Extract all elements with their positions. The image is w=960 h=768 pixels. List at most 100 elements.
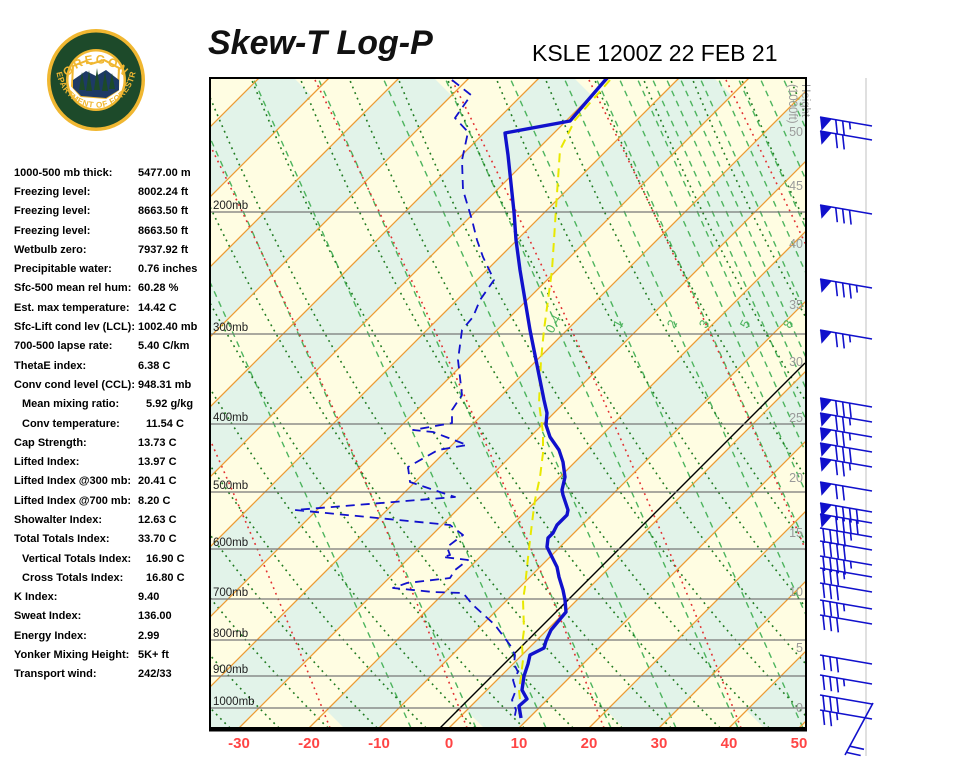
stat-row: 1000-500 mb thick: 5477.00 m: [14, 163, 210, 182]
stat-value: 7937.92 ft: [138, 243, 189, 256]
stat-value: 5.40 C/km: [138, 340, 190, 353]
wind-barb: [819, 481, 873, 501]
stat-value: 8663.50 ft: [138, 205, 189, 218]
wind-barb: [819, 412, 873, 432]
pressure-label: 400mb: [213, 412, 248, 424]
stat-label: Mean mixing ratio:: [22, 398, 120, 411]
stat-label: 700-500 lapse rate:: [14, 340, 113, 353]
wind-barb: [819, 457, 873, 477]
stat-label: Conv cond level (CCL):: [14, 378, 136, 391]
wind-barb: [819, 116, 873, 136]
stat-label: Showalter Index:: [14, 513, 103, 526]
stat-label: Cap Strength:: [14, 436, 87, 449]
stat-label: Freezing level:: [14, 185, 91, 198]
wind-barb: [819, 278, 873, 299]
stat-value: 6.38 C: [138, 359, 171, 372]
stat-label: Est. max temperature:: [14, 301, 130, 314]
wind-barb: [819, 397, 873, 418]
stat-label: ThetaE index:: [14, 359, 87, 372]
stat-value: 60.28 %: [138, 282, 179, 295]
temp-tick-label: 0: [445, 735, 453, 752]
pressure-label: 800mb: [213, 628, 248, 640]
wind-barb: [819, 709, 873, 727]
dry-adiabats: [210, 78, 806, 728]
stat-row: Freezing level: 8663.50 ft: [14, 221, 210, 240]
wind-barb: [819, 513, 873, 535]
stat-value: 8002.24 ft: [138, 185, 189, 198]
stat-row: Wetbulb zero: 7937.92 ft: [14, 240, 210, 259]
pressure-label: 600mb: [213, 537, 248, 549]
stat-value: 5K+ ft: [138, 649, 169, 662]
pressure-label: 700mb: [213, 587, 248, 599]
stat-value: 9.40: [138, 591, 160, 604]
stat-value: 12.63 C: [138, 513, 177, 526]
stat-value: 5477.00 m: [138, 166, 191, 179]
logo-trees: [79, 68, 115, 91]
height-label: 20: [789, 471, 803, 485]
stat-value: 0.76 inches: [138, 263, 198, 276]
stat-row: Cross Totals Index: 16.80 C: [14, 568, 210, 587]
stat-label: Vertical Totals Index:: [22, 552, 132, 565]
temp-tick-label: -30: [228, 735, 250, 752]
pressure-label: 900mb: [213, 664, 248, 676]
stat-row: Total Totals Index: 33.70 C: [14, 530, 210, 549]
wind-barb: [819, 674, 873, 693]
stat-value: 1002.40 mb: [138, 321, 198, 334]
stat-row: Freezing level: 8002.24 ft: [14, 182, 210, 201]
stat-row: Showalter Index: 12.63 C: [14, 510, 210, 529]
stat-row: Conv temperature: 11.54 C: [14, 414, 210, 433]
temperature-axis: -30 -20 -10 0 10 20 30 40 50: [228, 735, 807, 752]
stat-row: Conv cond level (CCL): 948.31 mb: [14, 375, 210, 394]
wind-barb: [819, 654, 873, 673]
wind-barb: [819, 502, 873, 524]
height-label: 50: [789, 125, 803, 139]
stat-row: Transport wind: 242/33: [14, 665, 210, 684]
mixing-ratio-label: 0.4: [542, 312, 564, 335]
sounding-temperature-line: [503, 78, 609, 719]
stat-value: 2.99: [138, 629, 160, 642]
stat-value: 11.54 C: [146, 417, 184, 430]
stat-value: 16.90 C: [146, 552, 185, 565]
wind-barb: [819, 614, 873, 633]
stat-row: Sfc-500 mean rel hum: 60.28 %: [14, 279, 210, 298]
temp-tick-label: 50: [791, 735, 808, 752]
stat-label: Transport wind:: [14, 668, 97, 681]
stat-row: Vertical Totals Index: 16.90 C: [14, 549, 210, 568]
stat-value: 8.20 C: [138, 494, 171, 507]
stat-label: Sfc-Lift cond lev (LCL):: [14, 321, 135, 334]
stat-row: Cap Strength: 13.73 C: [14, 433, 210, 452]
stat-label: K Index:: [14, 591, 58, 604]
temp-tick-label: 40: [721, 735, 738, 752]
stat-label: 1000-500 mb thick:: [14, 166, 113, 179]
stat-value: 8663.50 ft: [138, 224, 189, 237]
pressure-label: 500mb: [213, 480, 248, 492]
stat-row: Yonker Mixing Height: 5K+ ft: [14, 645, 210, 664]
temp-tick-label: 20: [581, 735, 598, 752]
stat-value: 948.31 mb: [138, 378, 192, 391]
stat-label: Yonker Mixing Height:: [14, 649, 130, 662]
isotherm-lines: [210, 78, 806, 728]
stat-row: Mean mixing ratio: 5.92 g/kg: [14, 395, 210, 414]
wind-barb: [819, 329, 873, 349]
stat-row: Lifted Index: 13.97 C: [14, 452, 210, 471]
sounding-wetbulb-line: [518, 79, 611, 719]
station-datetime-title: KSLE 1200Z 22 FEB 21: [532, 40, 778, 66]
stat-label: Precipitable water:: [14, 263, 112, 276]
temp-tick-label: 10: [511, 735, 528, 752]
wind-barb: [819, 694, 873, 713]
stat-value: 242/33: [138, 668, 172, 681]
pressure-label: 1000mb: [213, 696, 255, 708]
stat-label: Total Totals Index:: [14, 533, 110, 546]
stat-row: Lifted Index @300 mb: 20.41 C: [14, 472, 210, 491]
sounding-indices-panel: 1000-500 mb thick: 5477.00 m Freezing leve…: [14, 163, 210, 684]
stat-value: 33.70 C: [138, 533, 177, 546]
stat-value: 13.73 C: [138, 436, 177, 449]
temp-tick-label: -10: [368, 735, 390, 752]
stat-row: Est. max temperature: 14.42 C: [14, 298, 210, 317]
stat-label: Lifted Index:: [14, 456, 80, 469]
stat-row: Energy Index: 2.99: [14, 626, 210, 645]
wind-barb: [819, 599, 873, 618]
height-label: 5: [796, 641, 803, 655]
stat-value: 136.00: [138, 610, 172, 623]
